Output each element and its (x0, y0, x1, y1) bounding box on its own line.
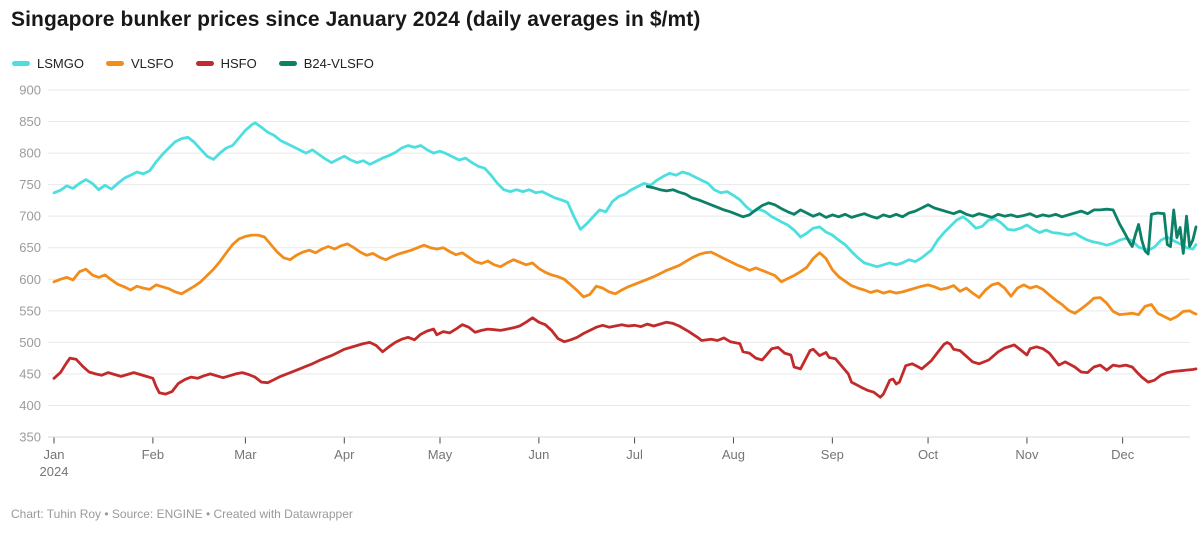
legend-label: LSMGO (37, 56, 84, 71)
legend-label: VLSFO (130, 56, 174, 71)
y-axis-label-800: 800 (19, 146, 41, 161)
x-axis-label-dec: Dec (1111, 447, 1135, 462)
y-axis-label-350: 350 (19, 429, 41, 444)
legend-label: HSFO (220, 56, 257, 71)
series-line-b24-vlsfo (645, 185, 1198, 256)
series-line-lsmgo (52, 121, 1198, 269)
legend-item-hsfo: HSFO (195, 56, 257, 71)
legend-item-lsmgo: LSMGO (12, 56, 84, 71)
x-axis-label-aug: Aug (722, 447, 745, 462)
legend-item-b24-vlsfo: B24-VLSFO (278, 56, 374, 71)
chart-footer: Chart: Tuhin Roy • Source: ENGINE • Crea… (11, 507, 353, 521)
chart-legend: LSMGO VLSFO HSFO B24-VLSFO (12, 56, 374, 71)
legend-label: B24-VLSFO (303, 56, 374, 71)
x-axis-label-oct: Oct (918, 447, 939, 462)
y-axis-label-550: 550 (19, 303, 41, 318)
series-line-vlsfo (52, 233, 1198, 322)
legend-swatch-icon (105, 61, 124, 66)
y-axis-label-650: 650 (19, 240, 41, 255)
x-axis-label-jun: Jun (528, 447, 549, 462)
legend-swatch-icon (278, 61, 297, 66)
x-axis-label-may: May (428, 447, 453, 462)
x-axis-label-apr: Apr (334, 447, 355, 462)
x-axis-year-label: 2024 (40, 464, 69, 479)
y-axis-label-700: 700 (19, 209, 41, 224)
y-axis-label-450: 450 (19, 366, 41, 381)
x-axis-label-jul: Jul (626, 447, 643, 462)
x-axis-label-feb: Feb (142, 447, 164, 462)
legend-swatch-icon (12, 61, 30, 66)
legend-swatch-icon (195, 61, 214, 66)
x-axis-label-sep: Sep (821, 447, 844, 462)
y-axis-label-900: 900 (19, 83, 41, 98)
x-axis-label-nov: Nov (1015, 447, 1039, 462)
y-axis-label-750: 750 (19, 177, 41, 192)
x-axis-label-mar: Mar (234, 447, 257, 462)
y-axis-label-600: 600 (19, 272, 41, 287)
y-axis-label-400: 400 (19, 398, 41, 413)
series-line-hsfo (52, 316, 1198, 399)
y-axis-label-850: 850 (19, 114, 41, 129)
chart-title: Singapore bunker prices since January 20… (11, 8, 701, 31)
x-axis-label-jan: Jan (44, 447, 65, 462)
y-axis-label-500: 500 (19, 335, 41, 350)
legend-item-vlsfo: VLSFO (105, 56, 174, 71)
